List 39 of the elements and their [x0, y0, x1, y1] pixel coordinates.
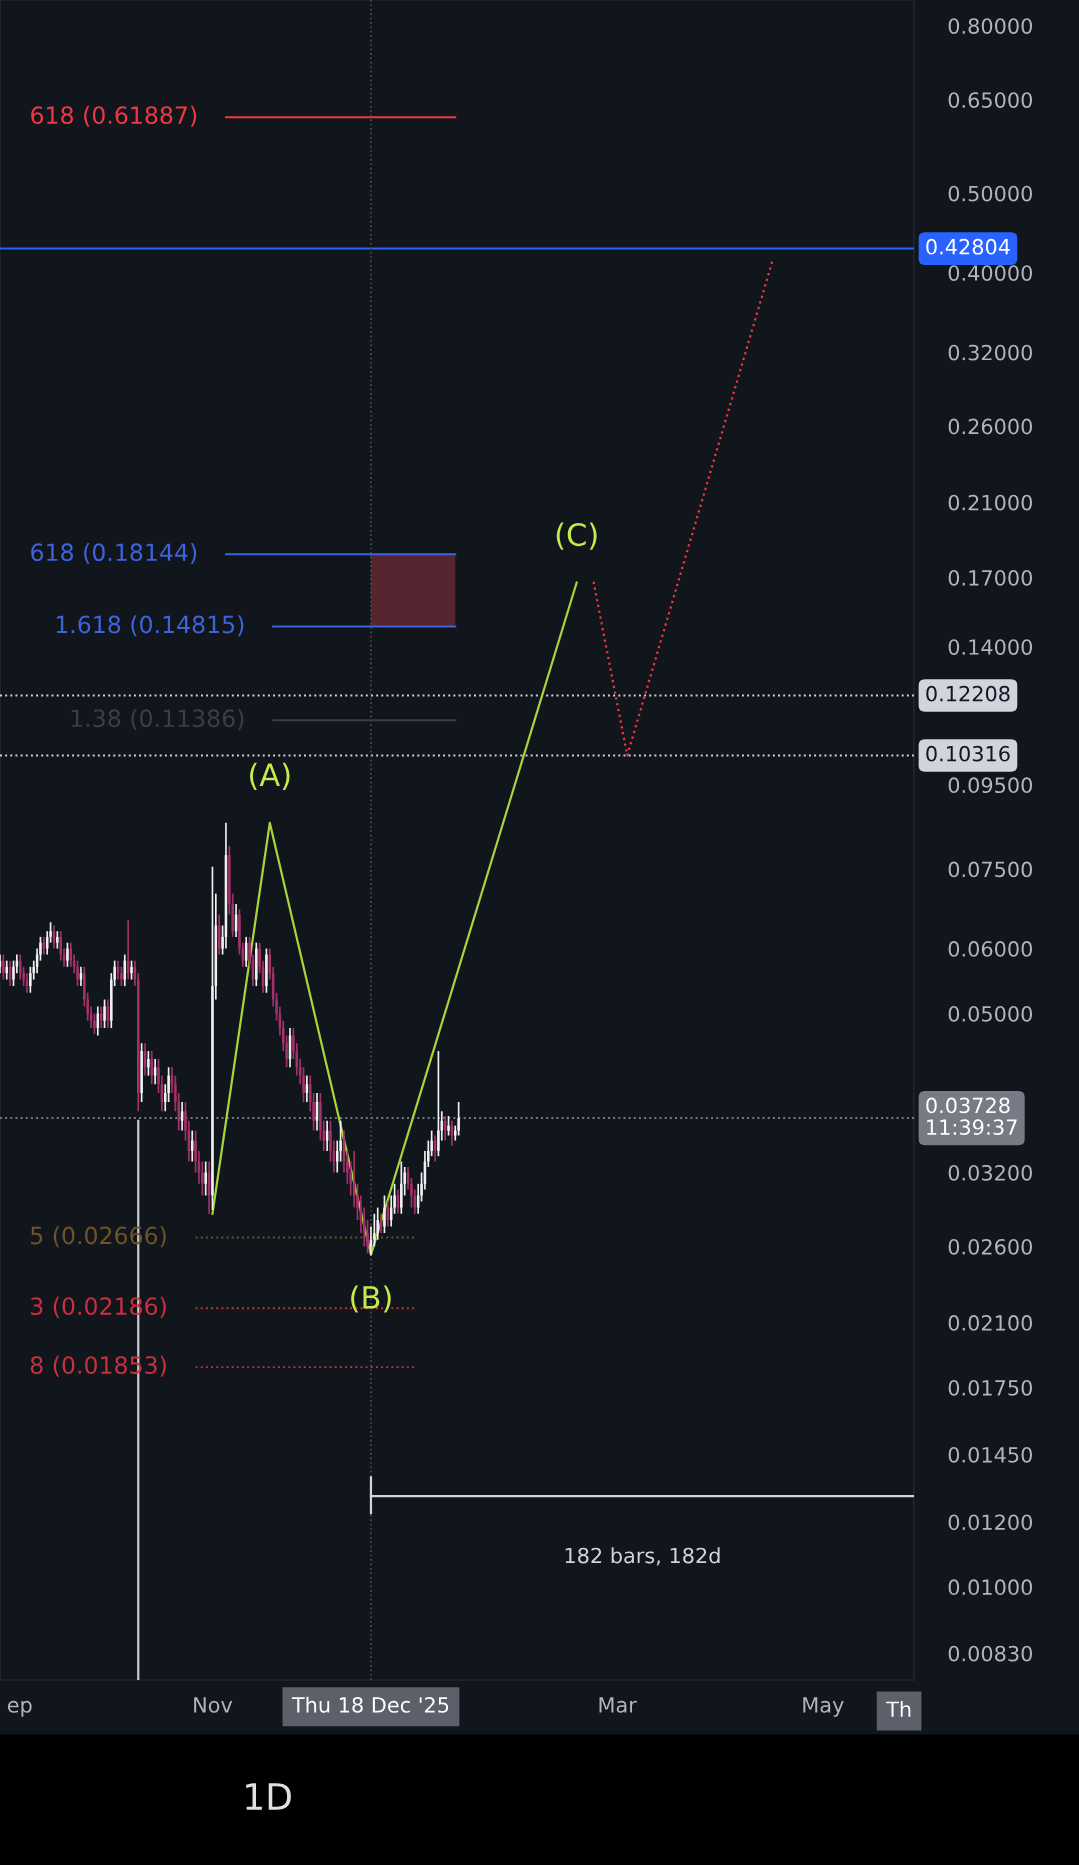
ref-line-label: 0.03728 11:39:37 [926, 1097, 1017, 1136]
y-tick-label: 0.17000 [948, 569, 1033, 586]
x-tick-label: May [803, 1697, 844, 1717]
y-tick-label: 0.50000 [948, 185, 1033, 202]
y-tick-label: 0.40000 [948, 265, 1033, 281]
y-tick-label: 0.14000 [948, 639, 1033, 655]
y-tick-label: 0.00830 [948, 1645, 1033, 1662]
annotation: (A) [250, 762, 290, 790]
y-tick-label: 0.09500 [948, 777, 1033, 794]
ref-line-label: 0.10316 [926, 745, 1010, 762]
annotation: (B) [351, 1285, 391, 1313]
y-tick-label: 0.06000 [948, 941, 1033, 957]
series-label: 1.618 (0.14815) [56, 615, 244, 637]
series-label: 618 (0.18144) [31, 542, 197, 564]
y-tick-label: 0.03200 [948, 1164, 1033, 1181]
y-tick-label: 0.32000 [948, 344, 1033, 361]
y-tick-label: 0.05000 [948, 1005, 1033, 1022]
x-tick-label: Thu 18 Dec '25 [291, 1696, 449, 1713]
y-tick-label: 0.01450 [948, 1446, 1033, 1463]
y-tick-label: 0.02100 [948, 1315, 1033, 1331]
x-tick-label: Mar [599, 1697, 637, 1713]
y-tick-label: 0.01750 [948, 1379, 1033, 1396]
ref-line-label: 0.12208 [926, 685, 1010, 702]
annotation: (C) [556, 522, 597, 550]
y-tick-label: 0.26000 [948, 418, 1033, 435]
annotation: 182 bars, 182d [565, 1547, 720, 1566]
y-tick-label: 0.01200 [948, 1514, 1033, 1531]
y-tick-label: 0.02600 [948, 1238, 1033, 1255]
text: 1D [246, 1783, 291, 1810]
series-label: 618 (0.61887) [31, 105, 197, 127]
x-tick-label: ep [7, 1700, 32, 1717]
ref-line-label: 0.42804 [926, 238, 1010, 255]
x-tick-label: Nov [194, 1697, 233, 1713]
y-tick-label: 0.21000 [948, 494, 1033, 511]
y-tick-label: 0.80000 [948, 18, 1033, 34]
y-tick-label: 0.01000 [948, 1579, 1033, 1596]
y-tick-label: 0.07500 [948, 861, 1033, 878]
text: Th [886, 1700, 911, 1717]
y-tick-label: 0.65000 [948, 92, 1033, 108]
